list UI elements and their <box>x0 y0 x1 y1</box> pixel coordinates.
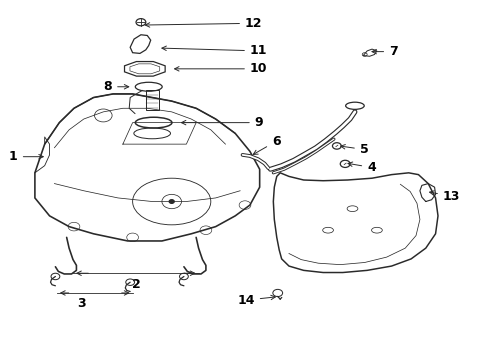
Text: 8: 8 <box>103 80 129 93</box>
Text: 10: 10 <box>174 62 268 75</box>
Text: 11: 11 <box>162 44 268 57</box>
Text: 3: 3 <box>77 297 86 310</box>
Text: 2: 2 <box>132 278 141 291</box>
Text: 5: 5 <box>341 143 368 156</box>
Text: 14: 14 <box>237 294 275 307</box>
Text: 4: 4 <box>348 161 376 174</box>
Text: 13: 13 <box>430 190 460 203</box>
Text: 7: 7 <box>372 45 398 58</box>
Circle shape <box>169 200 174 203</box>
Text: 12: 12 <box>145 17 263 30</box>
Text: 9: 9 <box>181 116 264 129</box>
Text: 1: 1 <box>9 150 43 163</box>
Text: 6: 6 <box>253 135 280 154</box>
